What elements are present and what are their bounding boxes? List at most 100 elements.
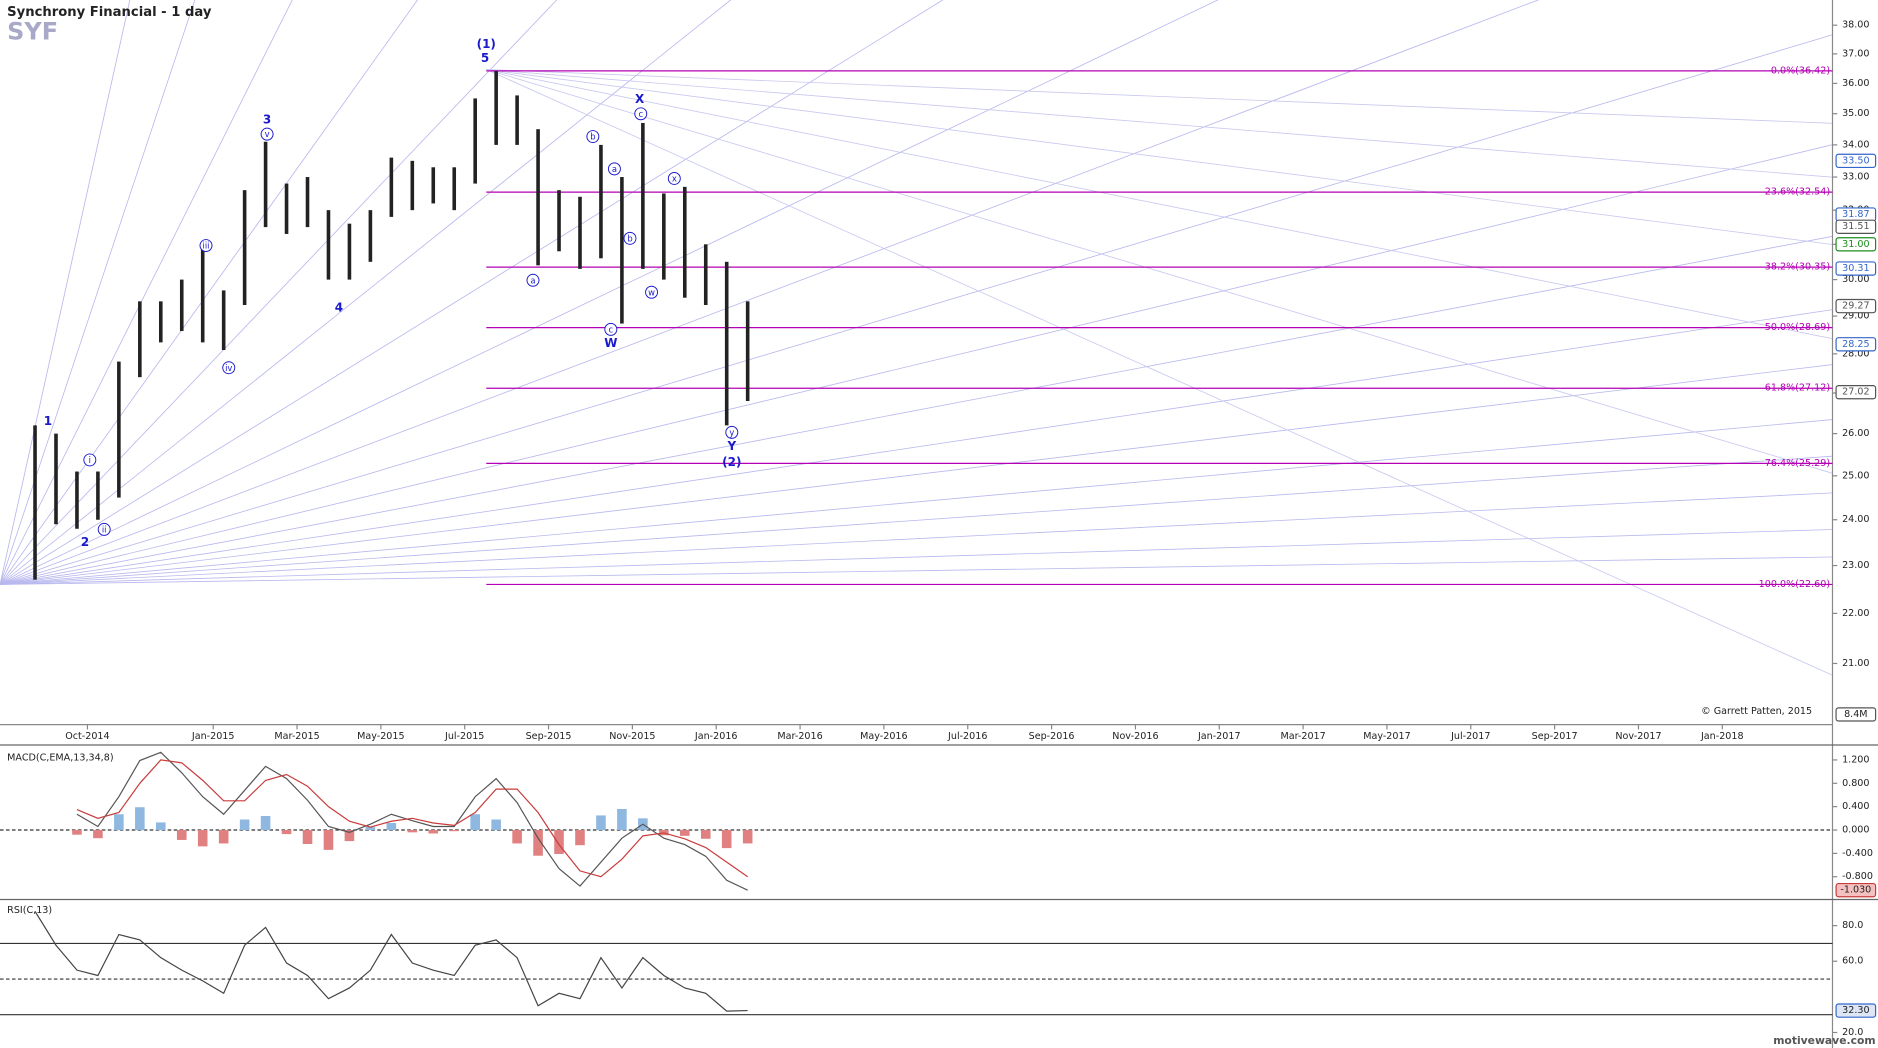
y-tick-label: 20.0: [1842, 1027, 1863, 1038]
fib-label: 100.0%(22.60): [1759, 579, 1830, 590]
histogram-bar: [533, 830, 543, 856]
y-tick-label: 0.800: [1842, 778, 1869, 789]
wave-circle: [199, 239, 213, 253]
price-bar: [641, 122, 645, 269]
last-tag-label: -1.030: [1840, 885, 1871, 896]
wave-label: Y: [726, 439, 736, 453]
wave-label: 5: [481, 51, 489, 65]
x-tick-label: Jan-2018: [1700, 731, 1744, 742]
fan-line: [486, 69, 1833, 474]
price-bar: [138, 301, 142, 378]
x-tick-label: Jan-2016: [694, 731, 738, 742]
circled-label: iv: [225, 363, 232, 373]
price-bar: [117, 361, 121, 498]
y-tick-label: 38.00: [1842, 20, 1869, 31]
histogram-bar: [700, 830, 711, 839]
circled-label: c: [638, 109, 643, 119]
price-bar: [200, 244, 205, 343]
fib-label: 61.8%(27.12): [1765, 383, 1830, 394]
histogram-bar: [742, 830, 753, 844]
price-tag-label: 30.31: [1842, 263, 1869, 274]
last-tag: [1835, 882, 1877, 898]
price-bar: [515, 95, 519, 145]
y-tick-label: 26.00: [1842, 428, 1869, 439]
fib-label: 76.4%(25.29): [1765, 458, 1830, 469]
wave-circle: [260, 127, 274, 141]
circled-label: a: [612, 164, 617, 174]
price-tag: [1835, 153, 1877, 169]
price-bar: [368, 210, 373, 262]
price-bar: [179, 279, 184, 332]
fan-line: [0, 34, 1833, 585]
price-tag-label: 29.27: [1842, 301, 1869, 312]
fan-line: [0, 364, 1833, 585]
price-bar: [305, 177, 310, 228]
histogram-bar: [449, 830, 460, 832]
circled-label: ii: [102, 524, 107, 534]
price-bar: [536, 129, 540, 266]
x-tick-label: Mar-2015: [274, 731, 319, 742]
fan-line: [0, 144, 1833, 585]
histogram-bar: [344, 830, 355, 842]
signal-line: [76, 759, 749, 878]
wave-label: (1): [477, 37, 496, 51]
price-tag-label: 31.00: [1842, 239, 1869, 250]
price-bar: [473, 98, 477, 184]
rsi-line: [34, 911, 748, 1012]
y-tick-label: 25.00: [1842, 470, 1869, 481]
fan-line: [486, 69, 1833, 676]
wave-label: 1: [44, 414, 52, 428]
price-bar: [158, 301, 163, 343]
volume-tag: [1835, 707, 1877, 722]
histogram-bar: [72, 830, 82, 835]
y-tick-label: 22.00: [1842, 608, 1869, 619]
fib-label: 38.2%(30.35): [1765, 262, 1830, 273]
price-bar: [410, 160, 415, 211]
histogram-bar: [512, 830, 522, 844]
x-tick-label: Mar-2016: [777, 731, 822, 742]
y-tick-label: 1.200: [1842, 754, 1869, 765]
circled-label: iii: [203, 241, 210, 251]
wave-label: 2: [81, 535, 89, 549]
wave-circle: [97, 522, 111, 536]
fan-line: [0, 556, 1833, 585]
y-tick-label: 28.00: [1842, 348, 1869, 359]
price-bar: [452, 167, 457, 211]
fan-line: [486, 69, 1833, 124]
histogram-bar: [114, 814, 124, 831]
fan-line: [0, 455, 1833, 585]
histogram-bar: [135, 807, 145, 831]
price-bar: [724, 261, 729, 426]
y-tick-label: 0.400: [1842, 801, 1869, 812]
price-bar: [578, 196, 582, 269]
price-tag: [1835, 219, 1877, 234]
wave-circle: [222, 361, 236, 375]
circled-label: w: [648, 287, 655, 297]
price-bar: [263, 141, 268, 228]
histogram-bar: [176, 830, 187, 840]
price-bar: [221, 290, 226, 351]
wave-label: (2): [722, 455, 741, 469]
wave-circle: [623, 231, 637, 245]
histogram-bar: [721, 830, 732, 849]
circled-label: x: [672, 174, 677, 184]
x-tick-label: Nov-2017: [1615, 731, 1661, 742]
circled-label: a: [530, 275, 535, 285]
circled-label: y: [729, 427, 734, 437]
price-tag-label: 27.02: [1842, 387, 1869, 398]
wave-label: 4: [335, 300, 343, 314]
histogram-bar: [365, 827, 376, 831]
histogram-bar: [386, 823, 397, 831]
fib-label: 23.6%(32.54): [1765, 187, 1830, 198]
histogram-bar: [93, 830, 103, 839]
fan-line: [0, 529, 1833, 585]
fan-line: [0, 309, 1833, 585]
fib-label: 0.0%(36.42): [1771, 65, 1830, 76]
y-tick-label: 80.0: [1842, 920, 1863, 931]
price-bar: [347, 223, 352, 280]
x-tick-label: Mar-2017: [1280, 731, 1325, 742]
y-tick-label: 30.00: [1842, 274, 1869, 285]
circled-label: b: [627, 233, 632, 243]
histogram-bar: [575, 830, 585, 846]
y-tick-label: 36.00: [1842, 78, 1869, 89]
